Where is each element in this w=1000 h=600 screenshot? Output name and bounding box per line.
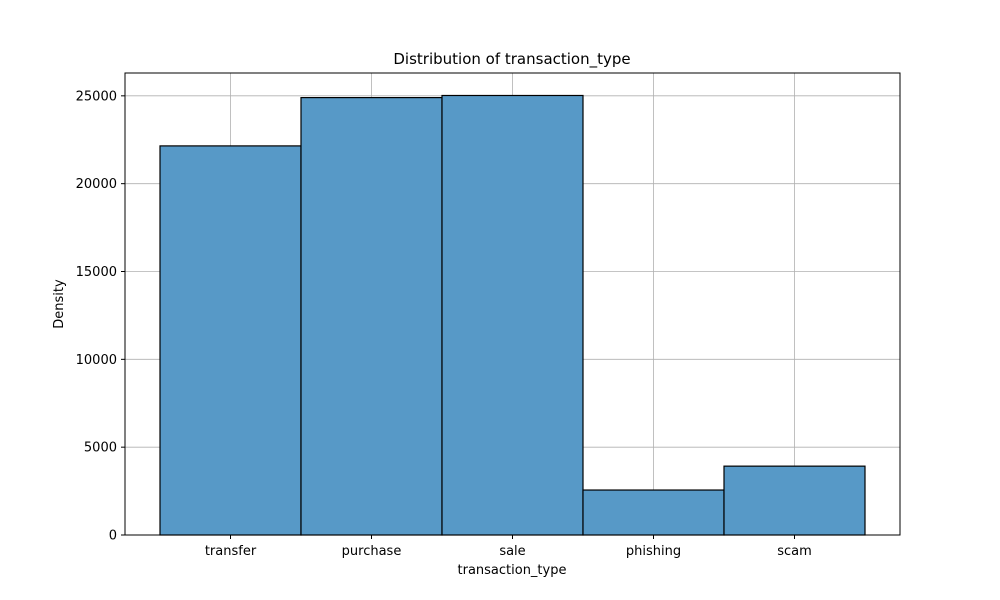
- y-tick-label: 5000: [84, 441, 117, 456]
- y-axis: 0 5000 10000 15000 20000 25000: [76, 89, 125, 544]
- y-tick-label: 15000: [76, 265, 117, 280]
- x-tick-label: scam: [777, 544, 812, 559]
- bar-transfer: [159, 145, 302, 536]
- y-tick-label: 0: [109, 529, 117, 544]
- bar-phishing: [582, 489, 725, 536]
- x-axis-label: transaction_type: [458, 563, 567, 578]
- chart-title: Distribution of transaction_type: [393, 50, 630, 69]
- bars: [159, 94, 866, 536]
- bar-purchase: [300, 96, 443, 536]
- y-tick-label: 10000: [76, 353, 117, 368]
- x-tick-label: purchase: [342, 544, 402, 559]
- x-tick-label: phishing: [626, 544, 681, 559]
- y-axis-label: Density: [52, 279, 67, 329]
- x-tick-label: sale: [499, 544, 525, 559]
- x-axis: transfer purchase sale phishing scam: [205, 535, 812, 559]
- y-tick-label: 25000: [76, 89, 117, 104]
- bar-sale: [441, 94, 584, 536]
- y-tick-label: 20000: [76, 177, 117, 192]
- x-tick-label: transfer: [205, 544, 257, 559]
- bar-scam: [723, 465, 866, 536]
